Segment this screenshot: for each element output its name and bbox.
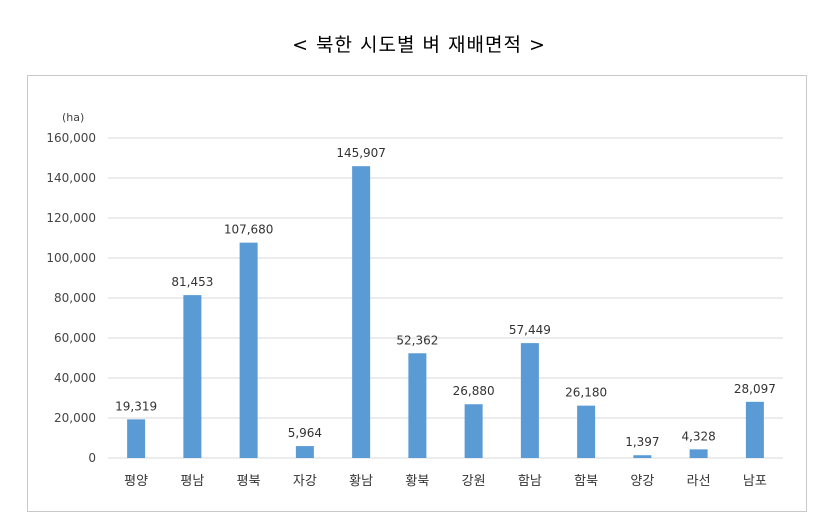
chart-frame	[27, 75, 807, 512]
data-label: 107,680	[224, 223, 274, 237]
x-category-label: 남포	[743, 474, 767, 489]
x-category-label: 황남	[349, 474, 373, 489]
bar	[408, 353, 427, 458]
bar	[127, 419, 146, 458]
data-label: 81,453	[171, 275, 213, 289]
bar	[689, 449, 708, 458]
data-label: 26,880	[453, 384, 495, 398]
y-tick-label: 160,000	[46, 131, 96, 145]
x-axis-categories: 평양 평남 평북 자강 황남 황북 강원 함남 함북 양강 라선 남포	[124, 474, 767, 489]
y-tick-label: 60,000	[54, 331, 96, 345]
x-category-label: 자강	[293, 474, 317, 489]
x-category-label: 강원	[462, 474, 486, 489]
x-category-label: 함남	[518, 474, 542, 489]
y-axis-ticks: 0 20,000 40,000 60,000 80,000 100,000 120,000 1…	[46, 131, 96, 465]
gridlines	[108, 137, 783, 459]
data-label: 1,397	[625, 435, 659, 449]
x-category-label: 라선	[687, 474, 711, 489]
y-tick-label: 120,000	[46, 211, 96, 225]
data-labels: 19,319 81,453 107,680 5,964 145,907 52,362 26,…	[115, 146, 776, 449]
y-tick-label: 20,000	[54, 411, 96, 425]
bars	[127, 166, 764, 458]
data-label: 26,180	[565, 386, 607, 400]
bar	[352, 166, 371, 458]
y-tick-label: 40,000	[54, 371, 96, 385]
bar	[577, 405, 596, 458]
bar	[295, 446, 314, 458]
y-tick-label: 0	[88, 451, 96, 465]
data-label: 52,362	[396, 333, 438, 347]
y-tick-label: 80,000	[54, 291, 96, 305]
y-tick-label: 140,000	[46, 171, 96, 185]
bar	[183, 295, 202, 458]
data-label: 4,328	[681, 429, 715, 443]
data-label: 5,964	[288, 426, 322, 440]
chart-title: < 북한 시도별 벼 재배면적 >	[292, 34, 546, 56]
data-label: 57,449	[509, 323, 551, 337]
bar	[464, 404, 483, 458]
x-category-label: 함북	[574, 474, 598, 489]
data-label: 145,907	[336, 146, 386, 160]
x-category-label: 평남	[180, 474, 204, 489]
x-category-label: 황북	[405, 474, 429, 489]
data-label: 19,319	[115, 399, 157, 413]
x-category-label: 평양	[124, 474, 148, 489]
data-label: 28,097	[734, 382, 776, 396]
unit-label: (ha)	[62, 111, 84, 124]
x-category-label: 양강	[630, 474, 654, 489]
bar	[520, 343, 539, 458]
y-tick-label: 100,000	[46, 251, 96, 265]
bar	[633, 455, 652, 458]
x-category-label: 평북	[237, 474, 261, 489]
bar	[745, 401, 764, 458]
bar	[239, 242, 258, 458]
